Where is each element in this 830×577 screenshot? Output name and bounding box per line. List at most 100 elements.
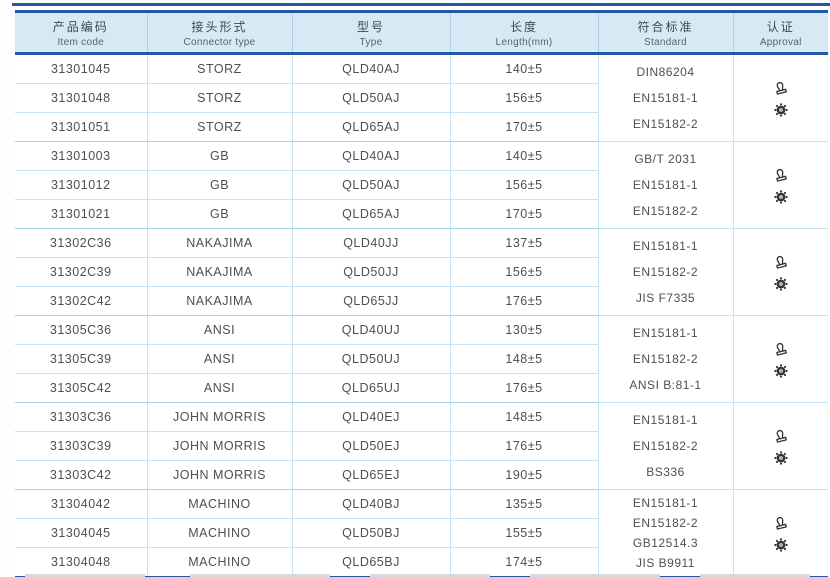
connector-type-text: GB bbox=[209, 149, 230, 163]
standard-text: EN15181-1 bbox=[632, 239, 699, 253]
connector-type-text: MACHINO bbox=[188, 555, 251, 569]
cell-approval bbox=[732, 489, 828, 577]
standard-text: EN15182-2 bbox=[632, 439, 699, 453]
cell-connector-type: GB bbox=[146, 170, 292, 200]
col-header-label-zh: 长度 bbox=[509, 19, 538, 34]
table-row: 31302C39 NAKAJIMA QLD50JJ 156±5 bbox=[15, 257, 828, 287]
standard-text: GB/T 2031 bbox=[634, 152, 697, 166]
certificate-stamp-icon bbox=[772, 340, 789, 356]
certificate-stamp-icon bbox=[772, 166, 789, 182]
item-code-text: 31301003 bbox=[50, 149, 111, 163]
col-header-label-en: Approval bbox=[759, 36, 802, 48]
length-text: 156±5 bbox=[505, 178, 543, 192]
table-header-row: 产品编码 Item code 接头形式 Connector type 型号 Type 长度 L… bbox=[15, 10, 828, 55]
type-text: QLD65BJ bbox=[342, 555, 400, 569]
item-code-text: 31303C42 bbox=[49, 468, 112, 482]
cell-standard: DIN86204 EN15181-1 EN15182-2 bbox=[597, 53, 733, 142]
connector-type-text: STORZ bbox=[197, 120, 242, 134]
approval-icon-stack bbox=[734, 427, 829, 466]
cell-type: QLD65JJ bbox=[291, 286, 450, 316]
cell-type: QLD50UJ bbox=[291, 344, 450, 374]
connector-type-text: ANSI bbox=[203, 352, 236, 366]
connector-type-text: JOHN MORRIS bbox=[173, 468, 266, 482]
table-row: 31301021 GB QLD65AJ 170±5 bbox=[15, 199, 828, 229]
length-text: 140±5 bbox=[505, 62, 543, 76]
table-row: 31303C42 JOHN MORRIS QLD65EJ 190±5 bbox=[15, 460, 828, 490]
cell-length: 170±5 bbox=[449, 199, 598, 229]
item-code-text: 31304045 bbox=[50, 526, 111, 540]
length-text: 176±5 bbox=[505, 439, 543, 453]
cell-connector-type: JOHN MORRIS bbox=[146, 460, 292, 490]
item-code-text: 31305C42 bbox=[49, 381, 112, 395]
standard-text: EN15182-2 bbox=[632, 117, 699, 131]
length-text: 148±5 bbox=[505, 410, 543, 424]
cell-length: 137±5 bbox=[449, 228, 598, 258]
cell-length: 148±5 bbox=[449, 344, 598, 374]
col-header-item-code: 产品编码 Item code bbox=[15, 10, 147, 55]
certificate-stamp-icon bbox=[772, 514, 789, 530]
type-text: QLD65AJ bbox=[342, 120, 400, 134]
product-spec-table: 产品编码 Item code 接头形式 Connector type 型号 Type 长度 L… bbox=[15, 10, 828, 577]
item-code-text: 31302C42 bbox=[49, 294, 112, 308]
type-text: QLD50AJ bbox=[342, 178, 400, 192]
cell-item-code: 31305C42 bbox=[15, 373, 147, 403]
cell-length: 156±5 bbox=[449, 170, 598, 200]
length-text: 156±5 bbox=[505, 91, 543, 105]
approval-icon-stack bbox=[734, 340, 829, 379]
table-row: 31304048 MACHINO QLD65BJ 174±5 bbox=[15, 547, 828, 577]
cell-approval bbox=[732, 53, 828, 142]
length-text: 156±5 bbox=[505, 265, 543, 279]
cell-connector-type: NAKAJIMA bbox=[146, 257, 292, 287]
item-code-text: 31301012 bbox=[50, 178, 111, 192]
item-code-text: 31302C36 bbox=[49, 236, 112, 250]
cell-connector-type: STORZ bbox=[146, 112, 292, 142]
cell-connector-type: JOHN MORRIS bbox=[146, 431, 292, 461]
wheelmark-seal-icon bbox=[773, 537, 789, 553]
cell-length: 176±5 bbox=[449, 431, 598, 461]
cell-item-code: 31301021 bbox=[15, 199, 147, 229]
connector-type-text: NAKAJIMA bbox=[186, 236, 253, 250]
cell-connector-type: MACHINO bbox=[146, 489, 292, 519]
table-row: 31301045 STORZ QLD40AJ 140±5 DIN86204 EN15181… bbox=[15, 53, 828, 142]
standard-text: EN15181-1 bbox=[632, 496, 699, 510]
item-code-text: 31304042 bbox=[50, 497, 111, 511]
cell-length: 176±5 bbox=[449, 373, 598, 403]
table-row: 31305C39 ANSI QLD50UJ 148±5 bbox=[15, 344, 828, 374]
cell-type: QLD40EJ bbox=[291, 402, 450, 432]
connector-type-text: GB bbox=[209, 207, 230, 221]
wheelmark-seal-icon bbox=[773, 276, 789, 292]
cell-length: 190±5 bbox=[449, 460, 598, 490]
col-header-label-zh: 接头形式 bbox=[191, 19, 248, 34]
col-header-label-zh: 产品编码 bbox=[52, 19, 109, 34]
cell-item-code: 31302C36 bbox=[15, 228, 147, 258]
type-text: QLD65UJ bbox=[341, 381, 401, 395]
cell-item-code: 31301051 bbox=[15, 112, 147, 142]
cell-connector-type: GB bbox=[146, 199, 292, 229]
type-text: QLD40AJ bbox=[342, 149, 400, 163]
cell-item-code: 31302C42 bbox=[15, 286, 147, 316]
cell-item-code: 31305C36 bbox=[15, 315, 147, 345]
col-header-length-mm: 长度 Length(mm) bbox=[449, 10, 598, 55]
table-row: 31301012 GB QLD50AJ 156±5 bbox=[15, 170, 828, 200]
cell-type: QLD40AJ bbox=[291, 53, 450, 84]
item-code-text: 31303C36 bbox=[49, 410, 112, 424]
cell-length: 155±5 bbox=[449, 518, 598, 548]
col-header-label-en: Item code bbox=[57, 36, 105, 48]
cell-approval bbox=[732, 141, 828, 229]
connector-type-text: MACHINO bbox=[188, 497, 251, 511]
certificate-stamp-icon bbox=[772, 253, 789, 269]
cell-connector-type: STORZ bbox=[146, 83, 292, 113]
cell-type: QLD40UJ bbox=[291, 315, 450, 345]
type-text: QLD50UJ bbox=[341, 352, 401, 366]
cell-item-code: 31303C39 bbox=[15, 431, 147, 461]
cell-type: QLD65AJ bbox=[291, 199, 450, 229]
cell-item-code: 31301048 bbox=[15, 83, 147, 113]
cell-item-code: 31304048 bbox=[15, 547, 147, 577]
cell-length: 174±5 bbox=[449, 547, 598, 577]
table-row: 31301003 GB QLD40AJ 140±5 GB/T 2031 EN15181-1… bbox=[15, 141, 828, 229]
col-header-label-zh: 型号 bbox=[356, 19, 385, 34]
standard-text: EN15182-2 bbox=[632, 265, 699, 279]
cell-length: 130±5 bbox=[449, 315, 598, 345]
standard-text: GB12514.3 bbox=[632, 536, 699, 550]
